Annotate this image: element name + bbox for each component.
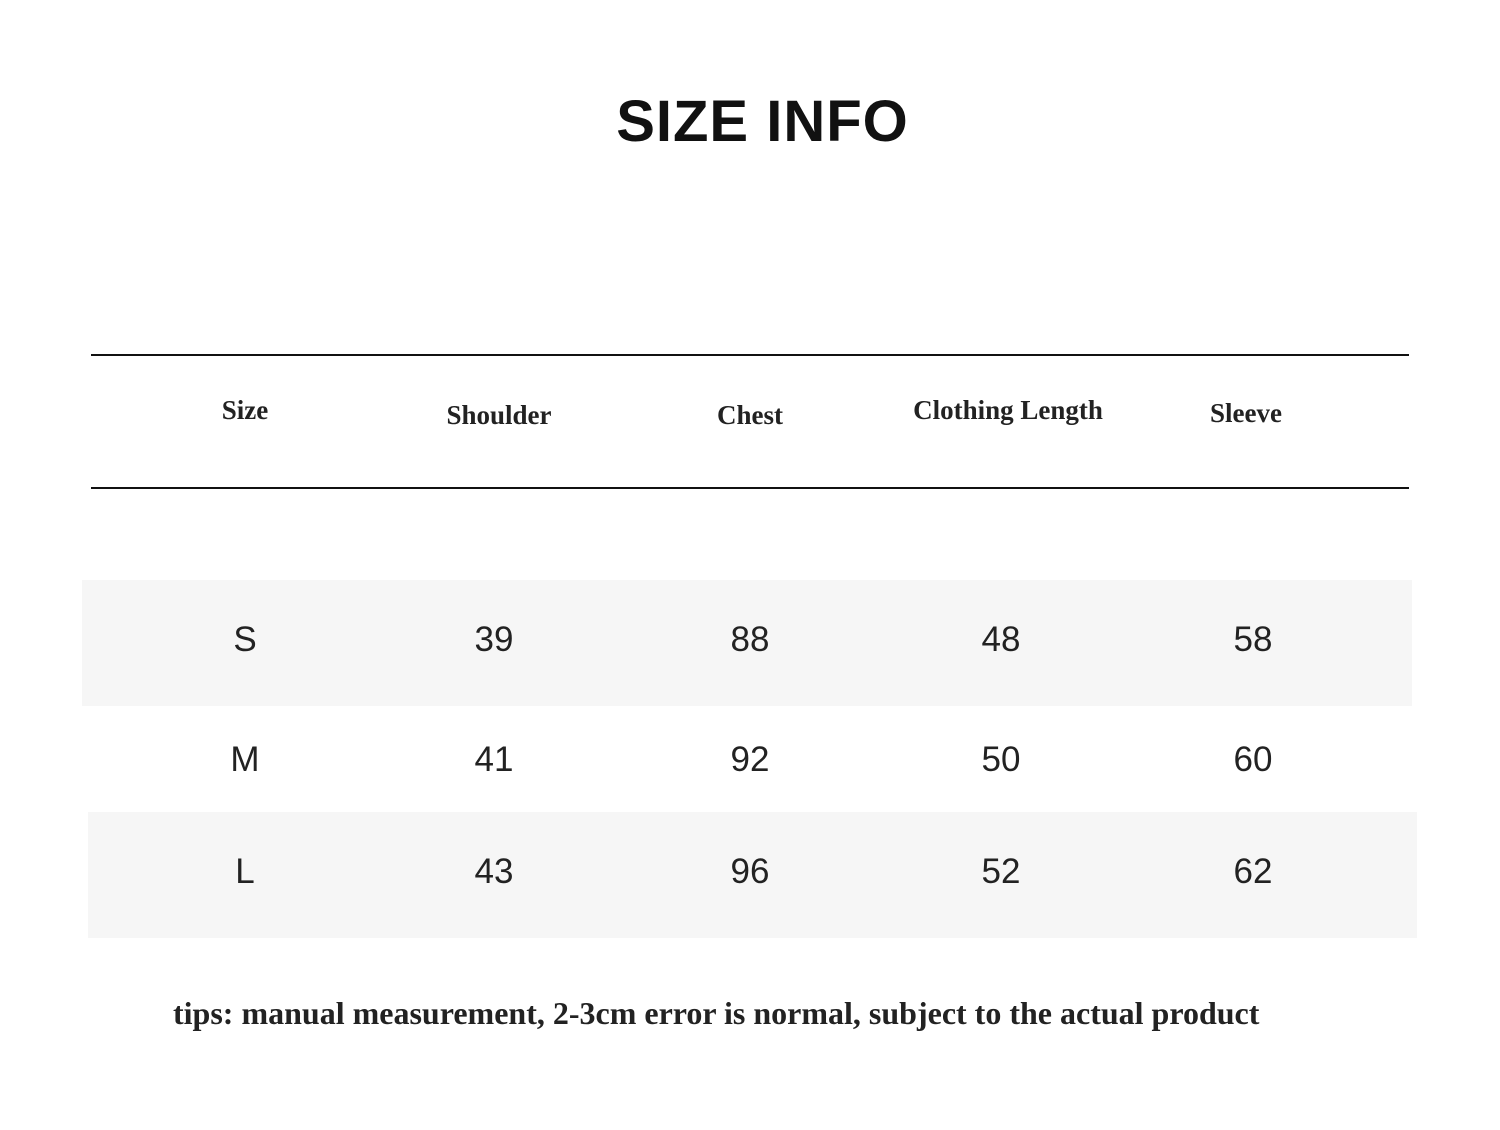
table-cell: 43: [474, 852, 514, 891]
header-size: Size: [221, 395, 269, 425]
header-shoulder: Shoulder: [446, 400, 552, 430]
header-top-rule: [91, 354, 1409, 356]
header-clothing-length: Clothing Length: [913, 395, 1103, 425]
table-cell: 96: [730, 852, 770, 891]
table-cell: M: [230, 740, 260, 779]
header-sleeve: Sleeve: [1210, 398, 1282, 428]
table-cell: 92: [730, 740, 770, 779]
table-cell: 60: [1233, 740, 1273, 779]
table-cell: L: [235, 852, 255, 891]
page-title: SIZE INFO: [616, 89, 909, 154]
tips-note: tips: manual measurement, 2-3cm error is…: [173, 995, 1260, 1031]
table-cell: 58: [1233, 620, 1273, 659]
header-bottom-rule: [91, 487, 1409, 489]
table-row: M 41 92 50 60: [82, 700, 1412, 826]
table-cell: 39: [474, 620, 514, 659]
table-cell: 50: [981, 740, 1021, 779]
table-cell: 41: [474, 740, 514, 779]
header-chest: Chest: [717, 400, 783, 430]
table-cell: 48: [981, 620, 1021, 659]
table-row: S 39 88 48 58: [82, 580, 1412, 706]
table-cell: S: [233, 620, 257, 659]
table-row: L 43 96 52 62: [88, 812, 1417, 938]
table-cell: 88: [730, 620, 770, 659]
table-cell: 52: [981, 852, 1021, 891]
table-cell: 62: [1233, 852, 1273, 891]
